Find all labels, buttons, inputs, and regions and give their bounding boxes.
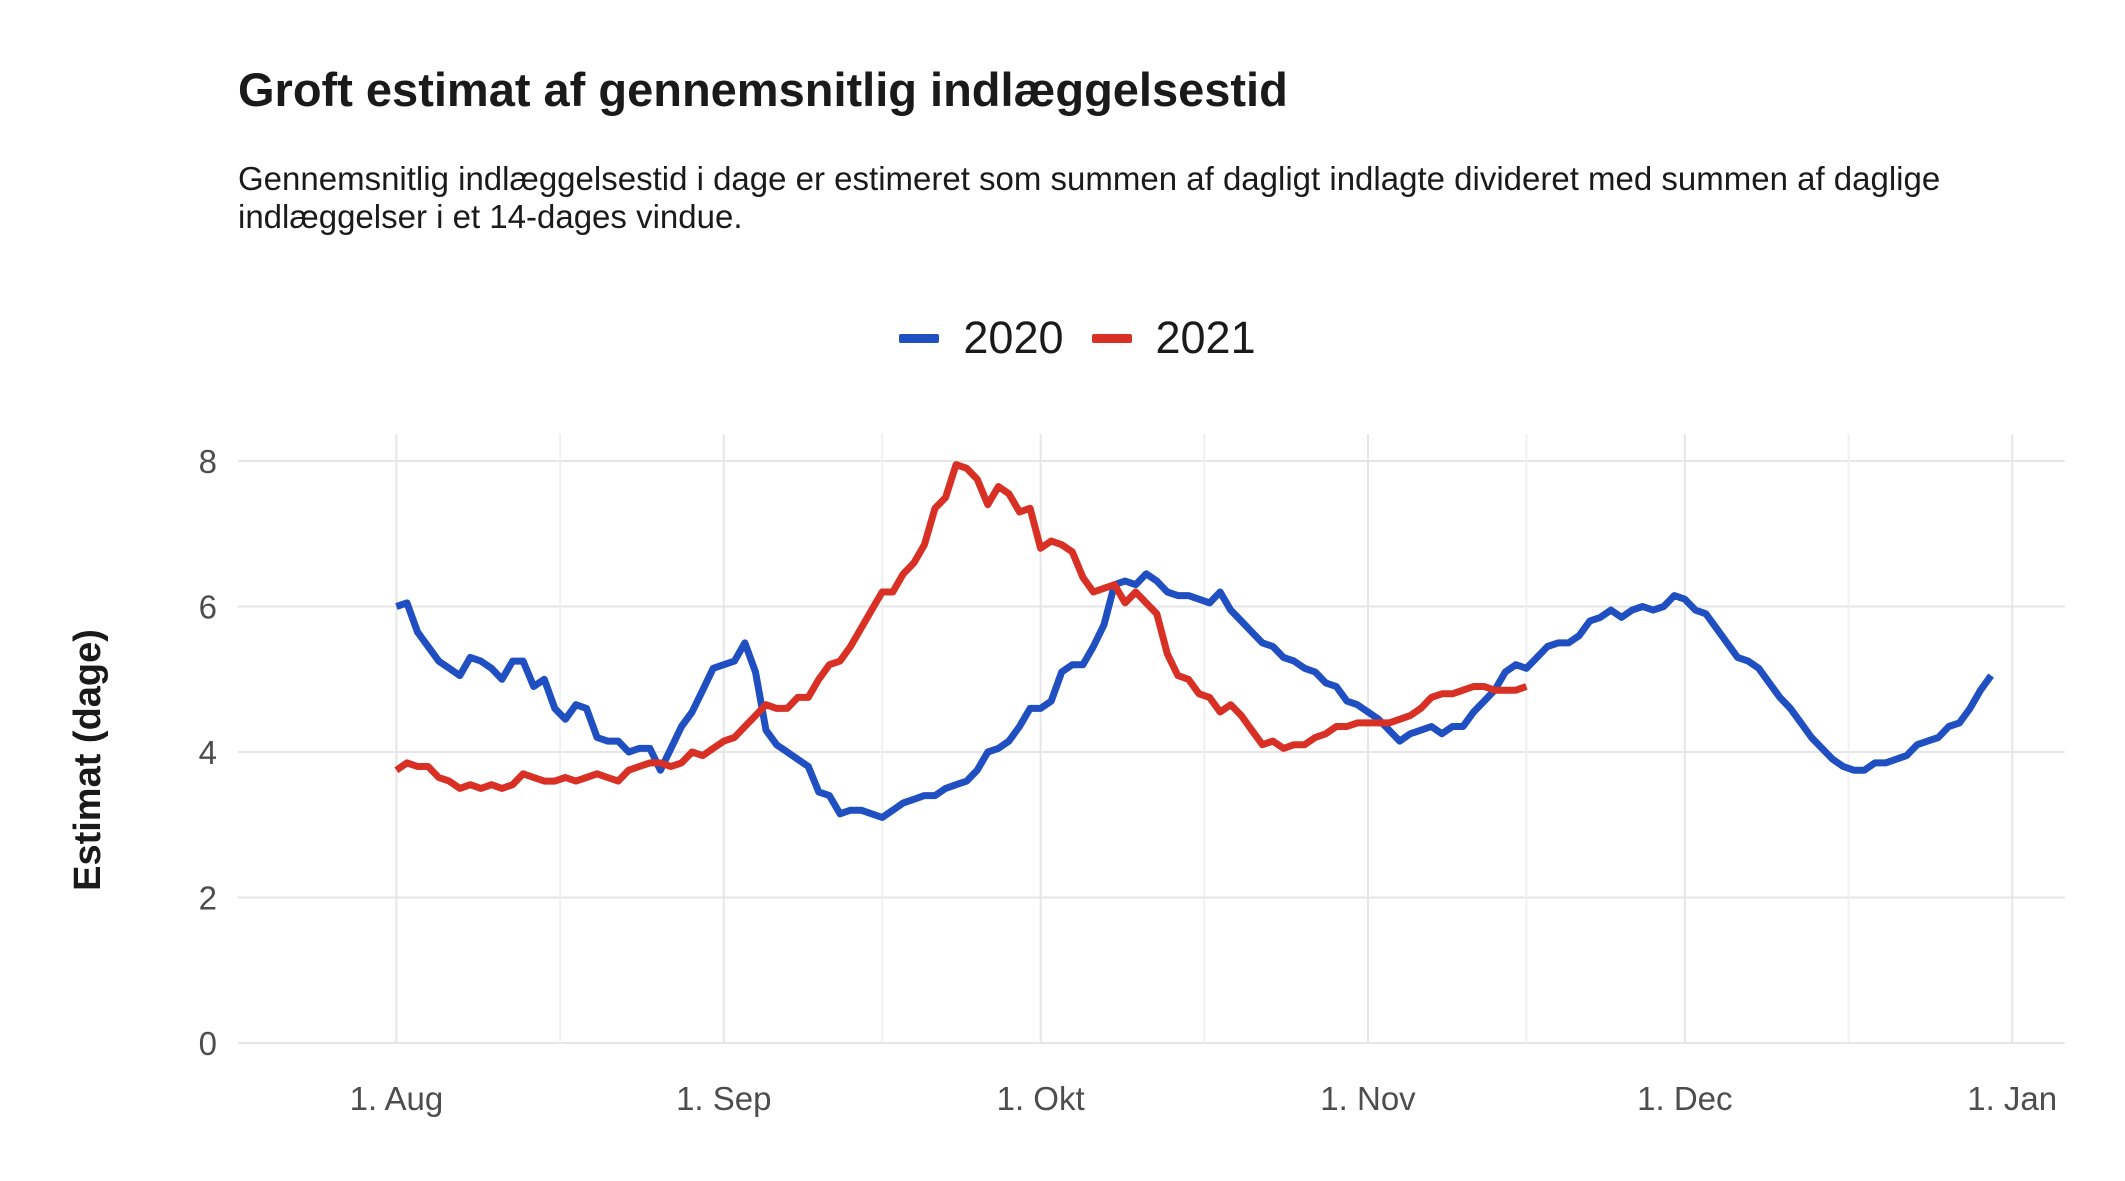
legend-swatch-2021 — [1091, 333, 1132, 343]
y-tick-label: 6 — [199, 589, 217, 626]
grid — [238, 434, 2065, 1044]
x-tick-label: 1. Aug — [350, 1080, 444, 1117]
x-tick-label: 1. Dec — [1637, 1080, 1732, 1117]
legend-label-2020: 2020 — [963, 312, 1064, 363]
chart-subtitle: Gennemsnitlig indlæggelsestid i dage er … — [238, 160, 1941, 235]
legend: 2020 2021 — [0, 312, 2125, 364]
x-tick-label: 1. Nov — [1320, 1080, 1416, 1117]
y-axis-ticks: 0 2 4 6 8 — [199, 443, 217, 1062]
x-tick-label: 1. Jan — [1967, 1080, 2057, 1117]
x-tick-label: 1. Sep — [676, 1080, 771, 1117]
series-line-2020 — [395, 570, 1994, 821]
legend-swatch-2020 — [899, 333, 940, 343]
chart-title: Groft estimat af gennemsnitlig indlæggel… — [238, 63, 1288, 116]
y-tick-label: 2 — [199, 880, 217, 917]
series-line-2021 — [394, 461, 1528, 792]
legend-item-2020: 2020 — [899, 312, 1064, 364]
y-axis-title: Estimat (dage) — [67, 629, 109, 891]
y-tick-label: 0 — [199, 1025, 217, 1062]
x-tick-label: 1. Okt — [997, 1080, 1085, 1117]
legend-item-2021: 2021 — [1091, 312, 1256, 364]
series-lines — [394, 461, 1994, 821]
y-tick-label: 8 — [199, 443, 217, 480]
x-axis-ticks: 1. Aug 1. Sep 1. Okt 1. Nov 1. Dec 1. Jan — [350, 1080, 2058, 1117]
legend-label-2021: 2021 — [1155, 312, 1256, 363]
y-tick-label: 4 — [199, 734, 217, 771]
